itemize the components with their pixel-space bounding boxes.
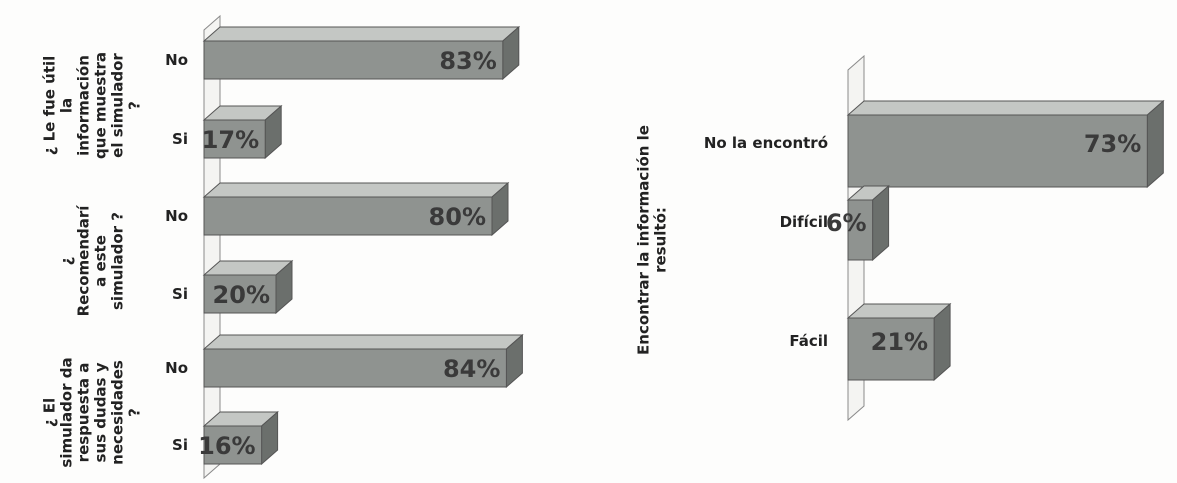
left-bar-g1-si-front (203, 274, 277, 314)
left-group-label-2-line-3: sus dudas y (92, 362, 110, 462)
right-bar-f-cil-side (933, 302, 951, 382)
left-bar-g0-no (202, 25, 521, 81)
left-group-label-2-line-4: necesidades (109, 360, 127, 465)
right-axis-label-line-0: Encontrar la información le (635, 125, 653, 355)
left-bar-g0-no-front (203, 40, 504, 80)
left-bar-g1-no-front (203, 196, 493, 236)
left-bar-g2-no-top (202, 334, 524, 350)
left-bar-g2-no-front (203, 348, 507, 388)
left-group-label-2-line-0: ¿ El (41, 398, 59, 427)
left-bar-g1-no (202, 181, 510, 237)
right-bar-no-la-encontr--side (1146, 99, 1164, 189)
left-bar-g1-no-top (202, 182, 510, 198)
left-group-label-1-line-0: ¿ (58, 257, 76, 266)
left-value-label-g0-si: 17% (202, 126, 259, 154)
left-bar-g0-si-front (203, 119, 266, 159)
left-group-label-2-line-2: respuesta a (75, 363, 93, 463)
right-category-label-dif-cil: Difícil (780, 213, 828, 231)
left-group-label-0-line-1: la (58, 98, 76, 113)
left-chart-axis-wall (203, 14, 221, 480)
left-category-label-g1-si: Si (172, 285, 188, 303)
right-bar-dif-cil-front (847, 199, 874, 261)
left-group-label-0-line-5: ? (126, 101, 144, 110)
left-group-label-0-line-2: información (75, 55, 93, 156)
right-bar-no-la-encontr--top (846, 100, 1165, 116)
left-bar-g0-no-top (202, 26, 521, 42)
right-bar-no-la-encontr- (846, 99, 1165, 189)
left-group-label-0-line-4: el simulador (109, 53, 127, 158)
left-group-label-2-line-1: simulador da (58, 357, 76, 467)
left-category-label-g2-si: Si (172, 436, 188, 454)
left-group-label-1-line-2: a este (92, 235, 110, 287)
right-value-label-f-cil: 21% (871, 328, 928, 356)
left-category-label-g0-no: No (165, 51, 188, 69)
right-category-label-f-cil: Fácil (789, 332, 828, 350)
left-group-label-1-line-3: simulador ? (109, 212, 127, 310)
left-bar-g1-si (202, 259, 294, 315)
right-bar-f-cil-front (847, 317, 935, 381)
right-bar-dif-cil (846, 184, 890, 262)
left-value-label-g0-no: 83% (439, 47, 496, 75)
right-category-label-no-la-encontr-: No la encontró (704, 134, 828, 152)
right-bar-f-cil-top (846, 303, 952, 319)
left-group-label-2-line-5: ? (126, 408, 144, 417)
left-bar-g2-si (202, 410, 279, 466)
right-value-label-dif-cil: 6% (826, 209, 867, 237)
left-category-label-g1-no: No (165, 207, 188, 225)
left-group-label-1-line-1: Recomendarí (75, 205, 93, 317)
left-value-label-g2-si: 16% (198, 432, 255, 460)
left-value-label-g2-no: 84% (443, 355, 500, 383)
left-value-label-g1-no: 80% (429, 203, 486, 231)
right-bar-f-cil (846, 302, 952, 382)
left-bar-g2-si-front (203, 425, 263, 465)
left-category-label-g2-no: No (165, 359, 188, 377)
left-bar-g2-no (202, 333, 524, 389)
left-value-label-g1-si: 20% (213, 281, 270, 309)
left-bar-g0-si (202, 104, 283, 160)
left-group-label-0-line-0: ¿ Le fue útil (41, 56, 59, 156)
left-category-label-g0-si: Si (172, 130, 188, 148)
right-axis-label-line-1: resultó: (652, 207, 670, 273)
right-value-label-no-la-encontr-: 73% (1084, 130, 1141, 158)
right-bar-no-la-encontr--front (847, 114, 1148, 188)
left-group-label-0-line-3: que muestra (92, 52, 110, 159)
